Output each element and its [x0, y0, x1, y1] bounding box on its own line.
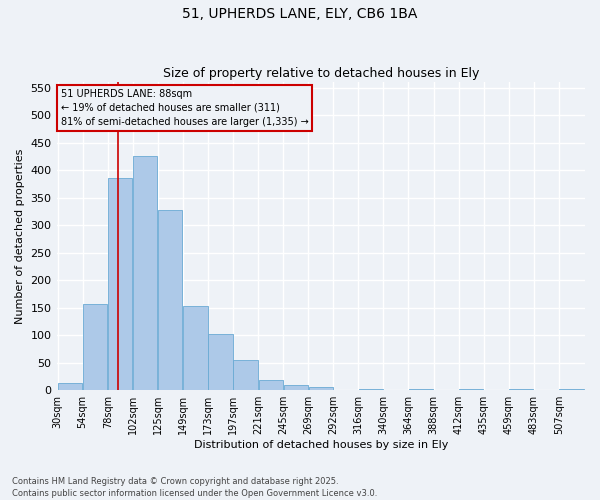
Bar [83, 304, 107, 390]
Title: Size of property relative to detached houses in Ely: Size of property relative to detached ho… [163, 66, 479, 80]
Text: 51 UPHERDS LANE: 88sqm
← 19% of detached houses are smaller (311)
81% of semi-de: 51 UPHERDS LANE: 88sqm ← 19% of detached… [61, 88, 308, 126]
Bar [233, 360, 257, 390]
Bar [133, 156, 157, 390]
Text: 51, UPHERDS LANE, ELY, CB6 1BA: 51, UPHERDS LANE, ELY, CB6 1BA [182, 8, 418, 22]
Bar [559, 388, 584, 390]
Bar [259, 380, 283, 390]
Bar [284, 384, 308, 390]
Bar [184, 306, 208, 390]
Bar [208, 334, 233, 390]
Bar [308, 388, 333, 390]
Bar [158, 210, 182, 390]
Bar [409, 388, 433, 390]
X-axis label: Distribution of detached houses by size in Ely: Distribution of detached houses by size … [194, 440, 448, 450]
Y-axis label: Number of detached properties: Number of detached properties [15, 148, 25, 324]
Bar [58, 383, 82, 390]
Bar [509, 389, 533, 390]
Text: Contains HM Land Registry data © Crown copyright and database right 2025.
Contai: Contains HM Land Registry data © Crown c… [12, 476, 377, 498]
Bar [359, 388, 383, 390]
Bar [108, 178, 133, 390]
Bar [459, 389, 483, 390]
